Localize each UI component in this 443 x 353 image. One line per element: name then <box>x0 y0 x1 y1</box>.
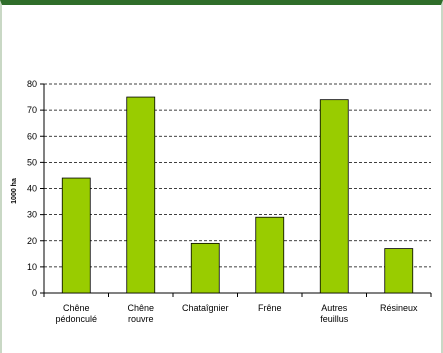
bars <box>61 96 414 294</box>
x-category-label: feuillus <box>320 314 349 324</box>
x-category-label: pédonculé <box>55 314 97 324</box>
x-category-label: Chataîgnier <box>182 303 229 313</box>
y-axis-label: 1000 ha <box>11 178 18 204</box>
bar <box>319 99 349 294</box>
x-category-label: Frêne <box>258 303 282 313</box>
y-tick-label: 40 <box>27 184 37 194</box>
axes <box>40 83 432 297</box>
y-tick-label: 80 <box>27 79 37 89</box>
y-tick-label: 70 <box>27 105 37 115</box>
bar <box>190 242 220 294</box>
bar <box>61 177 91 294</box>
y-tick-label: 60 <box>27 131 37 141</box>
y-tick-label: 30 <box>27 210 37 220</box>
x-category-label: Chêne <box>127 303 154 313</box>
bar <box>384 248 414 294</box>
gridlines <box>44 83 431 268</box>
x-category-label: Chêne <box>63 303 90 313</box>
y-tick-label: 10 <box>27 262 37 272</box>
x-category-label: rouvre <box>128 314 154 324</box>
labels: 01020304050607080ChênepédonculéChênerouv… <box>27 79 418 324</box>
x-category-label: Résineux <box>380 303 418 313</box>
bar <box>126 96 156 294</box>
y-tick-label: 20 <box>27 236 37 246</box>
x-category-label: Autres <box>321 303 348 313</box>
y-tick-label: 50 <box>27 157 37 167</box>
y-tick-label: 0 <box>32 288 37 298</box>
bar <box>255 216 285 294</box>
